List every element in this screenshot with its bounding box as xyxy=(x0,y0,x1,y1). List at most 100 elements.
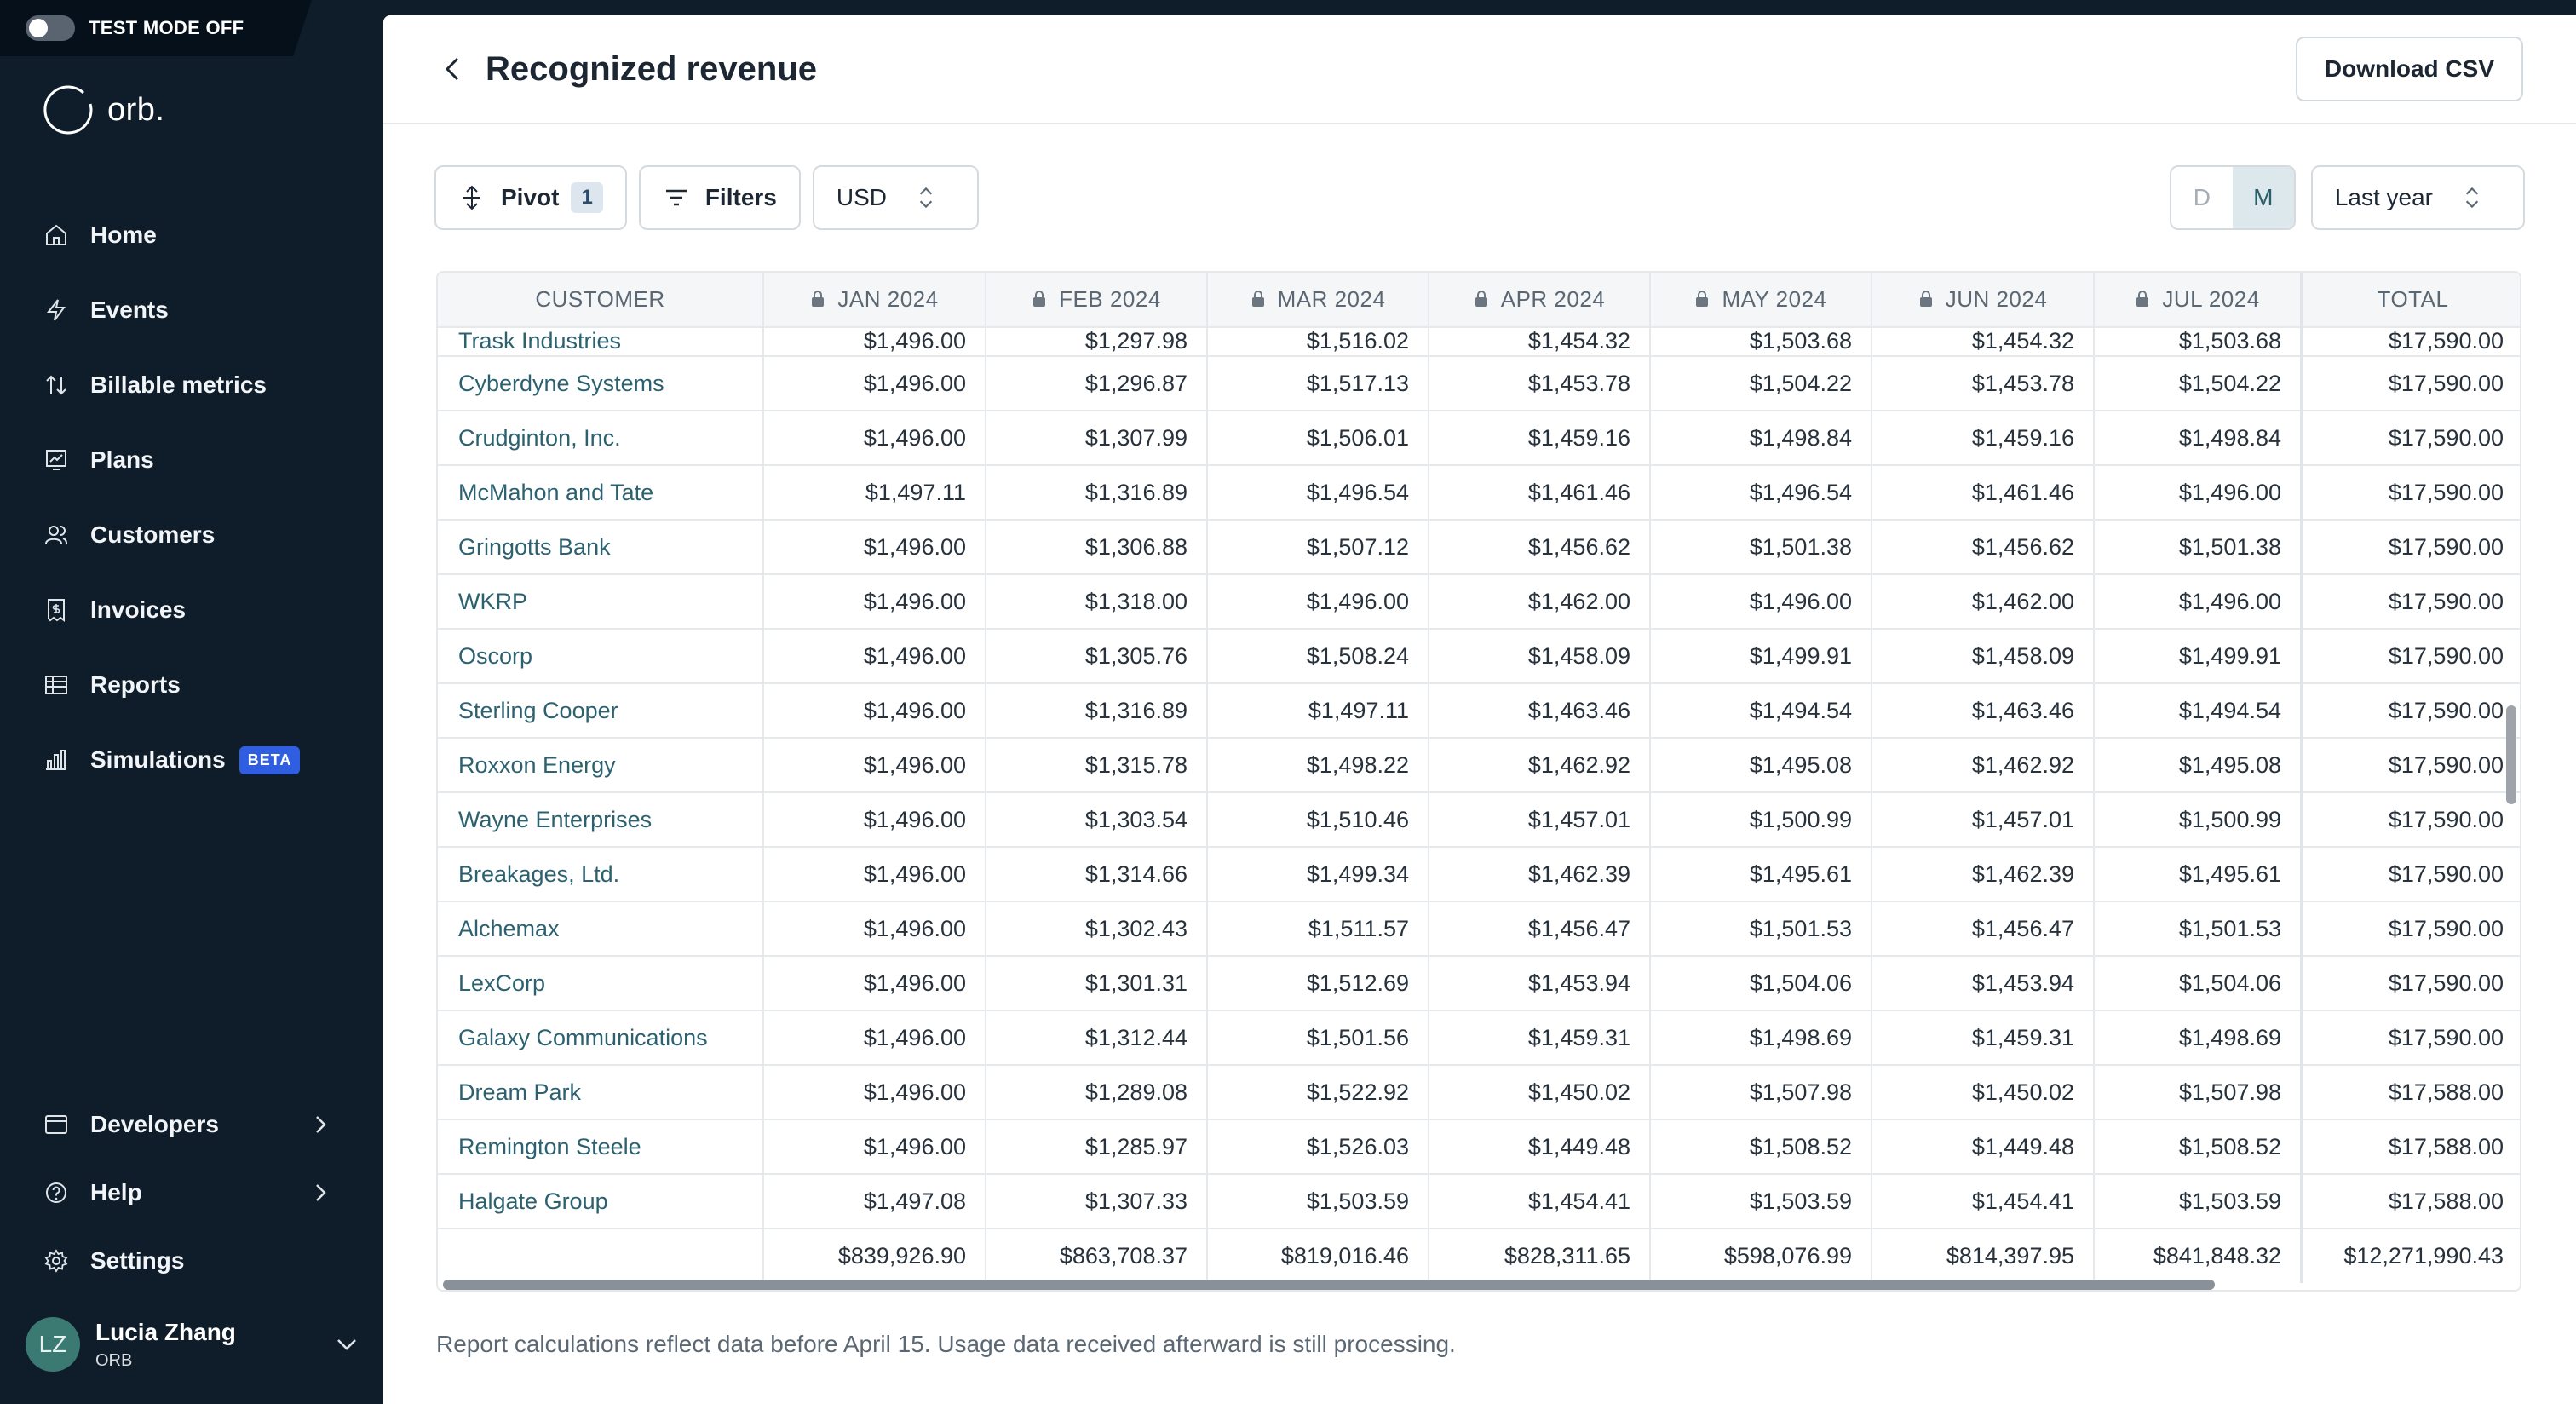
revenue-cell: $1,462.92 xyxy=(1872,738,2095,793)
user-name: Lucia Zhang xyxy=(95,1318,236,1345)
column-header-month[interactable]: FEB 2024 xyxy=(986,273,1208,328)
row-total-cell: $17,590.00 xyxy=(2300,574,2520,630)
nav-item-home[interactable]: Home xyxy=(0,198,380,273)
chevron-down-icon[interactable] xyxy=(334,1332,359,1357)
nav-item-plans[interactable]: Plans xyxy=(0,423,380,498)
revenue-cell: $1,501.38 xyxy=(1650,520,1872,575)
pivot-button[interactable]: Pivot 1 xyxy=(434,165,627,230)
revenue-cell: $1,498.84 xyxy=(2094,411,2303,466)
column-total-cell: $863,708.37 xyxy=(986,1228,1208,1283)
customer-link[interactable]: Dream Park xyxy=(438,1065,764,1120)
table-row: Remington Steele $1,496.00 $1,285.97 $1,526… xyxy=(438,1119,2520,1175)
revenue-cell: $1,506.01 xyxy=(1207,411,1429,466)
column-header-customer[interactable]: CUSTOMER xyxy=(438,273,764,328)
revenue-cell: $1,499.91 xyxy=(2094,629,2303,684)
vertical-scrollbar[interactable] xyxy=(2506,705,2516,804)
table-row: Galaxy Communications $1,496.00 $1,312.44 $… xyxy=(438,1010,2520,1066)
customer-link[interactable]: Breakages, Ltd. xyxy=(438,847,764,902)
revenue-cell: $1,500.99 xyxy=(2094,792,2303,848)
nav-item-events[interactable]: Events xyxy=(0,273,380,348)
customer-link[interactable]: Galaxy Communications xyxy=(438,1010,764,1066)
arrows-updown-icon xyxy=(43,371,70,399)
customer-link[interactable]: Halgate Group xyxy=(438,1174,764,1229)
main-nav: Home Events Billable metrics Plans Custo… xyxy=(0,198,380,797)
back-arrow-icon[interactable] xyxy=(436,52,470,86)
customer-link[interactable]: Crudginton, Inc. xyxy=(438,411,764,466)
pivot-label: Pivot xyxy=(501,184,560,210)
revenue-cell: $1,459.31 xyxy=(1429,1010,1651,1066)
revenue-cell: $1,303.54 xyxy=(986,792,1208,848)
pivot-count-badge: 1 xyxy=(571,182,603,213)
column-header-month[interactable]: JUN 2024 xyxy=(1872,273,2095,328)
revenue-cell: $1,449.48 xyxy=(1429,1119,1651,1175)
nav-item-settings[interactable]: Settings xyxy=(0,1227,380,1295)
revenue-cell: $1,462.39 xyxy=(1872,847,2095,902)
row-total-cell: $17,590.00 xyxy=(2300,1010,2520,1066)
column-header-month[interactable]: APR 2024 xyxy=(1429,273,1651,328)
customer-link[interactable]: WKRP xyxy=(438,574,764,630)
horizontal-scrollbar[interactable] xyxy=(443,1280,2215,1290)
customer-link[interactable]: Alchemax xyxy=(438,901,764,957)
customer-link[interactable]: Remington Steele xyxy=(438,1119,764,1175)
revenue-cell: $1,497.11 xyxy=(1207,683,1429,739)
home-icon xyxy=(43,222,70,249)
column-header-label: FEB 2024 xyxy=(1059,286,1161,312)
currency-value: USD xyxy=(836,184,887,210)
row-total-cell: $17,590.00 xyxy=(2300,683,2520,739)
revenue-cell: $1,507.98 xyxy=(2094,1065,2303,1120)
revenue-cell: $1,494.54 xyxy=(1650,683,1872,739)
column-header-label: MAR 2024 xyxy=(1277,286,1386,312)
nav-item-help[interactable]: Help xyxy=(0,1159,380,1227)
revenue-cell: $1,496.00 xyxy=(763,847,986,902)
column-total-cell: $839,926.90 xyxy=(763,1228,986,1283)
column-header-total[interactable]: TOTAL xyxy=(2300,273,2520,328)
granularity-day-button[interactable]: D xyxy=(2193,184,2211,210)
nav-item-reports[interactable]: Reports xyxy=(0,647,380,722)
column-header-month[interactable]: JAN 2024 xyxy=(763,273,986,328)
currency-select[interactable]: USD xyxy=(812,165,979,230)
customer-link[interactable]: Wayne Enterprises xyxy=(438,792,764,848)
user-menu[interactable]: LZ Lucia Zhang ORB xyxy=(26,1317,366,1372)
revenue-cell: $1,456.62 xyxy=(1429,520,1651,575)
customer-link[interactable]: Roxxon Energy xyxy=(438,738,764,793)
revenue-cell: $1,507.12 xyxy=(1207,520,1429,575)
page-header: Recognized revenue Download CSV xyxy=(383,15,2576,124)
customer-link[interactable]: LexCorp xyxy=(438,956,764,1011)
nav-item-simulations[interactable]: Simulations BETA xyxy=(0,722,380,797)
download-csv-button[interactable]: Download CSV xyxy=(2295,37,2523,101)
filter-icon xyxy=(665,189,687,206)
customer-link[interactable]: McMahon and Tate xyxy=(438,465,764,521)
nav-item-invoices[interactable]: Invoices xyxy=(0,573,380,647)
revenue-cell: $1,457.01 xyxy=(1872,792,2095,848)
customer-link[interactable]: Sterling Cooper xyxy=(438,683,764,739)
lightning-icon xyxy=(43,296,70,324)
period-value: Last year xyxy=(2334,184,2433,210)
nav-item-billable-metrics[interactable]: Billable metrics xyxy=(0,348,380,423)
revenue-cell: $1,461.46 xyxy=(1429,465,1651,521)
lock-icon xyxy=(1475,291,1487,307)
nav-item-customers[interactable]: Customers xyxy=(0,498,380,573)
column-header-month[interactable]: MAR 2024 xyxy=(1207,273,1429,328)
customer-link[interactable]: Gringotts Bank xyxy=(438,520,764,575)
bar-chart-icon xyxy=(43,746,70,774)
row-total-cell: $17,590.00 xyxy=(2300,738,2520,793)
period-select[interactable]: Last year xyxy=(2310,165,2525,230)
select-arrows-icon xyxy=(2465,187,2479,209)
beta-badge: BETA xyxy=(239,745,301,774)
report-toolbar: Pivot 1 Filters USD D M Last year xyxy=(434,165,2525,230)
granularity-month-button[interactable]: M xyxy=(2232,167,2294,228)
customer-link[interactable]: Cyberdyne Systems xyxy=(438,356,764,411)
revenue-cell: $1,458.09 xyxy=(1429,629,1651,684)
test-mode-toggle[interactable]: TEST MODE OFF xyxy=(0,0,312,56)
logo[interactable]: orb. xyxy=(41,82,164,138)
customer-link[interactable]: Oscorp xyxy=(438,629,764,684)
column-header-month[interactable]: JUL 2024 xyxy=(2094,273,2303,328)
column-header-month[interactable]: MAY 2024 xyxy=(1650,273,1872,328)
toggle-switch-icon[interactable] xyxy=(26,15,75,41)
revenue-cell: $1,497.11 xyxy=(763,465,986,521)
customer-link[interactable]: Trask Industries xyxy=(438,327,764,357)
filters-button[interactable]: Filters xyxy=(638,165,801,230)
table-row: Alchemax $1,496.00 $1,302.43 $1,511.57 $1,45… xyxy=(438,901,2520,957)
nav-item-developers[interactable]: Developers xyxy=(0,1090,380,1159)
revenue-cell: $1,496.00 xyxy=(763,574,986,630)
